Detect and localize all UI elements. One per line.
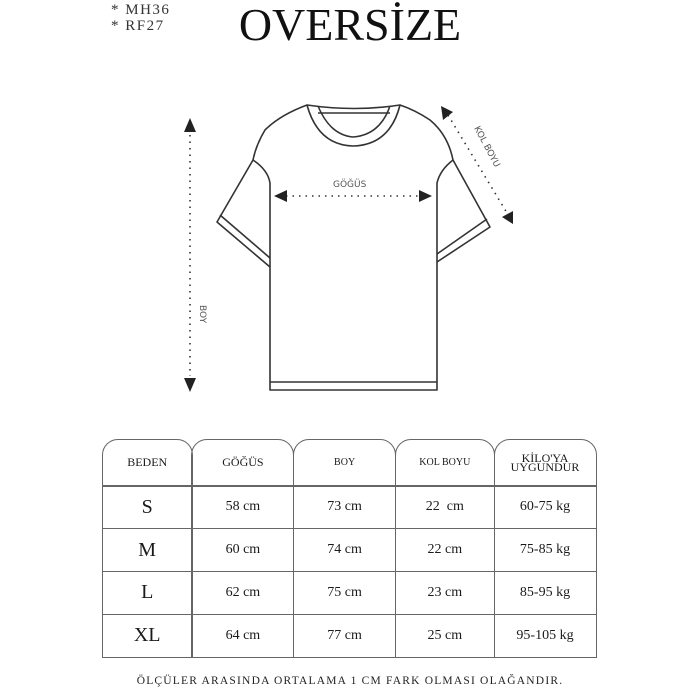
arrow-down-icon	[502, 211, 513, 224]
chest-label: GÖĞÜS	[333, 178, 367, 190]
product-codes: * MH36 * RF27	[111, 2, 170, 34]
table-row: S 58 cm 73 cm 22 cm 60-75 kg	[101, 485, 598, 530]
length-cell: 74 cm	[293, 528, 397, 573]
sleeve-cell: 23 cm	[394, 570, 495, 615]
header-size: BEDEN	[101, 438, 193, 487]
page-title: OVERSİZE	[238, 0, 462, 50]
weight-cell: 75-85 kg	[493, 528, 597, 573]
sleeve-cell: 25 cm	[394, 613, 495, 658]
weight-cell: 95-105 kg	[493, 613, 597, 658]
header-weight-line2: UYGUNDUR	[510, 459, 580, 474]
length-cell: 73 cm	[293, 485, 397, 530]
chest-cell: 64 cm	[191, 613, 295, 658]
arrow-down-icon	[184, 378, 196, 392]
chest-cell: 58 cm	[191, 485, 295, 530]
size-cell: L	[101, 570, 193, 615]
footer-note: ÖLÇÜLER ARASINDA ORTALAMA 1 CM FARK OLMA…	[136, 675, 564, 687]
sleeve-cell: 22 cm	[394, 485, 495, 530]
header-chest: GÖĞÜS	[191, 438, 295, 487]
table-row: M 60 cm 74 cm 22 cm 75-85 kg	[101, 528, 598, 573]
size-table: BEDEN GÖĞÜS BOY KOL BOYU KİLO'YA UYGUNDU…	[101, 438, 598, 658]
size-cell: M	[101, 528, 193, 573]
weight-cell: 60-75 kg	[493, 485, 597, 530]
product-code: * MH36	[111, 2, 171, 18]
table-header: BEDEN GÖĞÜS BOY KOL BOYU KİLO'YA UYGUNDU…	[101, 438, 598, 487]
table-row: L 62 cm 75 cm 23 cm 85-95 kg	[101, 570, 598, 615]
arrow-up-icon	[441, 106, 453, 120]
header-weight-line1: KİLO'YA	[521, 450, 569, 465]
sleeve-label: KOL BOYU	[471, 125, 501, 169]
header-sleeve: KOL BOYU	[394, 438, 495, 487]
arrow-left-icon	[274, 190, 287, 202]
sleeve-cell: 22 cm	[394, 528, 495, 573]
arrow-right-icon	[419, 190, 432, 202]
length-cell: 77 cm	[293, 613, 397, 658]
tshirt-diagram: BOY GÖĞÜS KOL BOYU	[184, 104, 513, 392]
length-label: BOY	[197, 305, 207, 324]
length-arrow: BOY	[184, 118, 207, 392]
sleeve-arrow: KOL BOYU	[441, 106, 513, 224]
header-weight: KİLO'YA UYGUNDUR	[493, 438, 597, 487]
product-code: * RF27	[111, 18, 165, 34]
chest-cell: 62 cm	[191, 570, 295, 615]
chest-arrow: GÖĞÜS	[274, 178, 432, 202]
table-row: XL 64 cm 77 cm 25 cm 95-105 kg	[101, 613, 598, 658]
size-cell: S	[101, 485, 193, 530]
size-cell: XL	[101, 613, 193, 658]
length-cell: 75 cm	[293, 570, 397, 615]
tshirt-outline	[216, 104, 491, 391]
weight-cell: 85-95 kg	[493, 570, 597, 615]
header-length: BOY	[293, 438, 397, 487]
arrow-up-icon	[184, 118, 196, 132]
chest-cell: 60 cm	[191, 528, 295, 573]
